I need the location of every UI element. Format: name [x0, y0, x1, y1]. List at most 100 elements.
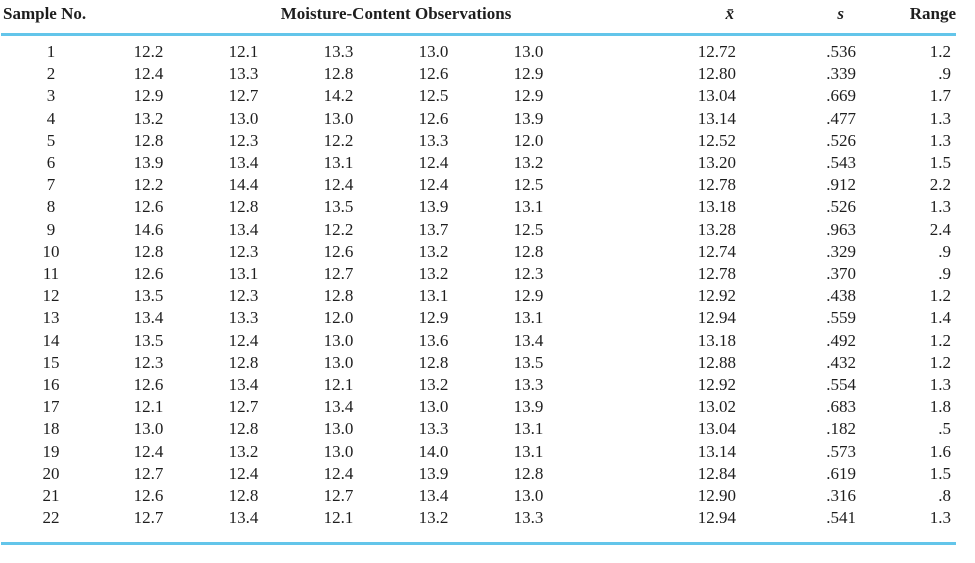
cell-observation: 13.0	[418, 42, 449, 61]
cell-observation: 12.4	[133, 441, 164, 461]
cell-observation: 12.7	[228, 86, 259, 106]
cell-observation: 14.0	[418, 441, 449, 461]
cell-observation: 12.7	[133, 508, 164, 528]
cell-observation: 13.2	[418, 375, 449, 395]
cell-observation: 12.8	[418, 352, 449, 372]
cell-mean: 12.94	[697, 308, 737, 328]
cell-mean: 12.92	[697, 375, 737, 395]
cell-std-dev: .669	[826, 86, 857, 106]
cell-range: 1.4	[929, 308, 952, 328]
cell-observation: 12.7	[228, 397, 259, 417]
cell-observation: 13.9	[418, 463, 449, 483]
cell-observation: 14.4	[228, 175, 259, 195]
cell-observation: 13.4	[323, 397, 354, 417]
cell-observation: 12.1	[228, 42, 259, 61]
column-header-sample-no: Sample No.	[1, 0, 101, 36]
cell-observation: 12.4	[323, 463, 354, 483]
table-row: 15 12.3 12.8 13.0 12.8 13.5 12.88 .432 1.2	[1, 352, 956, 374]
cell-observation: 13.2	[418, 508, 449, 528]
cell-std-dev: .526	[826, 197, 857, 217]
cell-observation: 13.2	[418, 264, 449, 284]
cell-observation: 12.7	[323, 264, 354, 284]
cell-observation: 13.4	[418, 486, 449, 506]
cell-std-dev: .912	[826, 175, 857, 195]
cell-sample-no: 4	[46, 108, 56, 128]
cell-observation: 12.2	[133, 175, 164, 195]
cell-observation: 13.9	[418, 197, 449, 217]
cell-observation: 13.3	[323, 42, 354, 61]
cell-std-dev: .182	[826, 419, 857, 439]
cell-range: .9	[938, 241, 952, 261]
cell-range: 2.2	[929, 175, 952, 195]
cell-mean: 12.94	[697, 508, 737, 528]
cell-observation: 12.3	[228, 130, 259, 150]
cell-sample-no: 16	[42, 375, 60, 395]
cell-sample-no: 22	[42, 508, 60, 528]
cell-observation: 13.1	[228, 264, 259, 284]
cell-mean: 13.28	[697, 219, 737, 239]
table-row: 12 13.5 12.3 12.8 13.1 12.9 12.92 .438 1.2	[1, 285, 956, 307]
cell-observation: 14.2	[323, 86, 354, 106]
cell-observation: 12.3	[133, 352, 164, 372]
cell-range: 1.3	[929, 375, 952, 395]
cell-sample-no: 21	[42, 486, 60, 506]
cell-observation: 13.3	[228, 308, 259, 328]
cell-sample-no: 7	[46, 175, 56, 195]
table-row: 21 12.6 12.8 12.7 13.4 13.0 12.90 .316 .8	[1, 485, 956, 507]
cell-observation: 12.3	[228, 286, 259, 306]
cell-std-dev: .573	[826, 441, 857, 461]
table-row: 20 12.7 12.4 12.4 13.9 12.8 12.84 .619 1.5	[1, 463, 956, 485]
cell-mean: 13.18	[697, 197, 737, 217]
cell-observation: 13.0	[323, 108, 354, 128]
table-row: 11 12.6 13.1 12.7 13.2 12.3 12.78 .370 .9	[1, 263, 956, 285]
cell-observation: 13.4	[228, 153, 259, 173]
cell-observation: 13.1	[323, 153, 354, 173]
cell-observation: 13.9	[513, 108, 544, 128]
cell-observation: 13.1	[513, 441, 544, 461]
cell-observation: 12.6	[418, 64, 449, 84]
cell-mean: 12.84	[697, 463, 737, 483]
cell-observation: 13.3	[418, 130, 449, 150]
table-row: 10 12.8 12.3 12.6 13.2 12.8 12.74 .329 .9	[1, 241, 956, 263]
table-row: 22 12.7 13.4 12.1 13.2 13.3 12.94 .541 1.3	[1, 507, 956, 544]
cell-sample-no: 20	[42, 463, 60, 483]
table-row: 4 13.2 13.0 13.0 12.6 13.9 13.14 .477 1.3	[1, 108, 956, 130]
cell-observation: 13.1	[513, 197, 544, 217]
column-header-mean: x̄	[576, 0, 739, 36]
cell-observation: 12.2	[133, 42, 164, 61]
cell-observation: 12.8	[228, 486, 259, 506]
cell-observation: 13.2	[228, 441, 259, 461]
cell-sample-no: 14	[42, 330, 60, 350]
cell-observation: 13.0	[323, 441, 354, 461]
cell-observation: 13.2	[133, 108, 164, 128]
table-row: 16 12.6 13.4 12.1 13.2 13.3 12.92 .554 1.3	[1, 374, 956, 396]
cell-observation: 12.6	[418, 108, 449, 128]
column-header-observations: Moisture-Content Observations	[101, 0, 577, 36]
cell-observation: 12.1	[323, 508, 354, 528]
cell-range: .8	[938, 486, 952, 506]
table-row: 14 13.5 12.4 13.0 13.6 13.4 13.18 .492 1.2	[1, 330, 956, 352]
table-row: 2 12.4 13.3 12.8 12.6 12.9 12.80 .339 .9	[1, 63, 956, 85]
cell-observation: 12.8	[323, 64, 354, 84]
cell-std-dev: .559	[826, 308, 857, 328]
cell-observation: 13.0	[323, 330, 354, 350]
cell-observation: 13.4	[228, 219, 259, 239]
cell-observation: 12.0	[513, 130, 544, 150]
cell-range: 1.6	[929, 441, 952, 461]
cell-std-dev: .683	[826, 397, 857, 417]
cell-sample-no: 1	[46, 42, 56, 61]
cell-observation: 12.6	[133, 264, 164, 284]
cell-observation: 13.0	[418, 397, 449, 417]
cell-std-dev: .543	[826, 153, 857, 173]
table-row: 5 12.8 12.3 12.2 13.3 12.0 12.52 .526 1.3	[1, 130, 956, 152]
cell-observation: 12.9	[133, 86, 164, 106]
cell-sample-no: 18	[42, 419, 60, 439]
table-body: 1 12.2 12.1 13.3 13.0 13.0 12.72.536 1.2 2 12.4 13…	[1, 35, 956, 544]
cell-observation: 12.8	[228, 352, 259, 372]
cell-sample-no: 2	[46, 64, 56, 84]
cell-observation: 13.6	[418, 330, 449, 350]
cell-observation: 12.4	[228, 463, 259, 483]
cell-mean: 13.18	[697, 330, 737, 350]
cell-observation: 13.9	[513, 397, 544, 417]
cell-observation: 13.3	[418, 419, 449, 439]
